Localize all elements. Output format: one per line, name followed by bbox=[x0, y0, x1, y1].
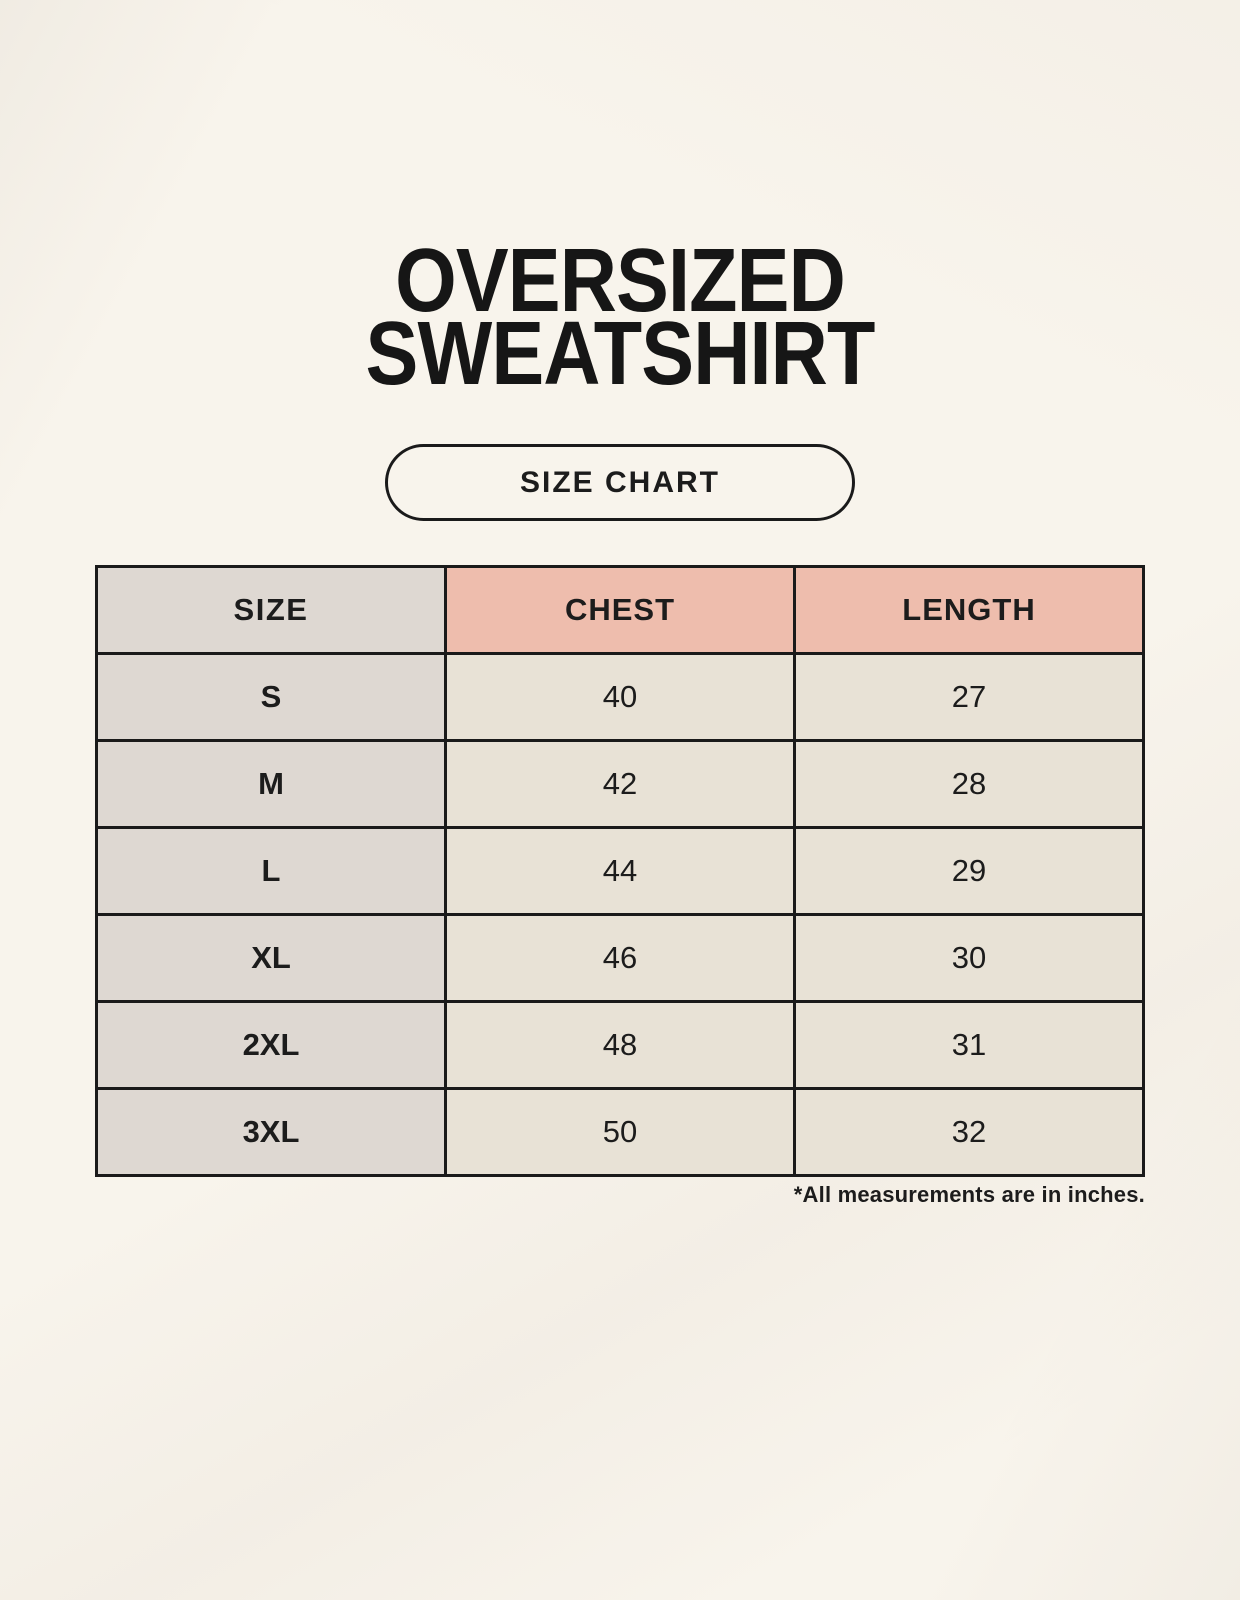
size-cell: XL bbox=[95, 913, 447, 1003]
table-row: S 40 27 bbox=[95, 652, 1145, 742]
size-cell: L bbox=[95, 826, 447, 916]
page-title-line1: OVERSIZED bbox=[395, 231, 846, 331]
table-row: XL 46 30 bbox=[95, 913, 1145, 1003]
length-cell: 31 bbox=[793, 1000, 1145, 1090]
col-header-length: LENGTH bbox=[793, 565, 1145, 655]
table-row: L 44 29 bbox=[95, 826, 1145, 916]
measurements-footnote: *All measurements are in inches. bbox=[793, 1182, 1145, 1207]
chest-cell: 42 bbox=[444, 739, 796, 829]
size-chart-button-label: SIZE CHART bbox=[520, 465, 720, 499]
chest-cell: 44 bbox=[444, 826, 796, 916]
size-chart-button[interactable]: SIZE CHART bbox=[385, 444, 855, 521]
size-cell: 3XL bbox=[95, 1087, 447, 1177]
table-row: M 42 28 bbox=[95, 739, 1145, 829]
chest-cell: 48 bbox=[444, 1000, 796, 1090]
table-header-row: SIZE CHEST LENGTH bbox=[95, 565, 1145, 655]
chest-cell: 50 bbox=[444, 1087, 796, 1177]
length-cell: 32 bbox=[793, 1087, 1145, 1177]
length-cell: 29 bbox=[793, 826, 1145, 916]
chest-cell: 46 bbox=[444, 913, 796, 1003]
table-row: 3XL 50 32 bbox=[95, 1087, 1145, 1177]
length-cell: 30 bbox=[793, 913, 1145, 1003]
col-header-size: SIZE bbox=[95, 565, 447, 655]
length-cell: 28 bbox=[793, 739, 1145, 829]
size-cell: M bbox=[95, 739, 447, 829]
page-title-line2: SWEATSHIRT bbox=[365, 304, 876, 404]
length-cell: 27 bbox=[793, 652, 1145, 742]
col-header-chest: CHEST bbox=[444, 565, 796, 655]
chest-cell: 40 bbox=[444, 652, 796, 742]
size-chart-table: SIZE CHEST LENGTH S 40 27 M 42 28 L 44 2… bbox=[95, 565, 1145, 1177]
size-cell: S bbox=[95, 652, 447, 742]
table-row: 2XL 48 31 bbox=[95, 1000, 1145, 1090]
size-cell: 2XL bbox=[95, 1000, 447, 1090]
page-title: OVERSIZED SWEATSHIRT bbox=[74, 231, 1165, 404]
